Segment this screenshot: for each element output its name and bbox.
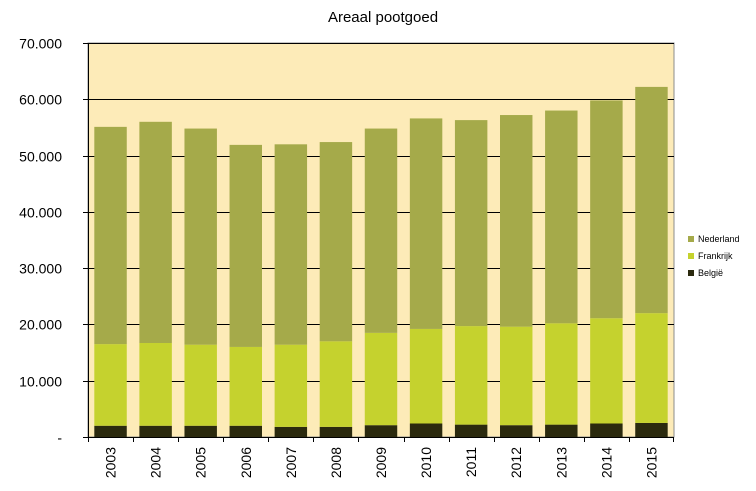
x-tick-label: 2003 (103, 447, 119, 478)
bar-nederland-2007 (274, 144, 308, 345)
bar-belgi-2006 (229, 425, 262, 437)
legend: Nederland Frankrijk België (688, 234, 740, 278)
bar-frankrijk-2011 (454, 326, 488, 425)
bar-frankrijk-2015 (635, 313, 668, 423)
bar-frankrijk-2005 (184, 344, 217, 426)
bar-nederland-2014 (590, 100, 623, 319)
bar-belgi-2003 (94, 425, 127, 437)
axes: - 10.000 20.000 30.000 40.000 50.000 60.000 70.… (19, 36, 674, 478)
x-tick-label: 2009 (373, 447, 389, 478)
x-tick-label: 2015 (643, 447, 659, 478)
bar-frankrijk-2006 (229, 346, 262, 426)
x-tick-label: 2013 (553, 447, 569, 478)
bar-frankrijk-2012 (500, 326, 533, 426)
bar-belgi-2010 (409, 423, 443, 437)
x-tick-label: 2005 (193, 447, 209, 478)
bar-frankrijk-2009 (364, 332, 398, 426)
y-tick-label: 70.000 (19, 36, 62, 52)
bar-belgi-2014 (590, 423, 623, 437)
x-tick-label: 2014 (598, 447, 614, 478)
bar-belgi-2011 (454, 424, 488, 437)
bar-belgi-2008 (319, 426, 353, 437)
bar-frankrijk-2003 (94, 344, 127, 426)
y-tick-label: 40.000 (19, 205, 62, 221)
x-tick-label: 2011 (463, 447, 479, 477)
legend-label-frankrijk: Frankrijk (698, 251, 733, 261)
bar-frankrijk-2008 (319, 341, 353, 427)
x-tick-label: 2012 (508, 447, 524, 478)
y-tick-label: 60.000 (19, 92, 62, 108)
bar-nederland-2008 (319, 142, 353, 342)
x-tick-label: 2007 (283, 447, 299, 478)
bar-frankrijk-2004 (139, 343, 172, 426)
bar-nederland-2012 (500, 115, 533, 327)
bar-frankrijk-2013 (545, 323, 578, 425)
bar-belgi-2005 (184, 425, 217, 437)
legend-label-nederland: Nederland (698, 234, 740, 244)
bar-nederland-2004 (139, 121, 172, 344)
legend-swatch-frankrijk (688, 253, 694, 259)
bar-belgi-2015 (635, 422, 668, 437)
bar-nederland-2009 (364, 128, 398, 333)
y-tick-label: 30.000 (19, 261, 62, 277)
y-tick-label: 20.000 (19, 317, 62, 333)
bar-nederland-2011 (454, 120, 488, 327)
bar-belgi-2012 (500, 425, 533, 437)
bar-belgi-2004 (139, 425, 172, 437)
bar-nederland-2015 (635, 86, 668, 314)
bars (94, 86, 668, 437)
x-tick-label: 2008 (328, 447, 344, 478)
legend-swatch-nederland (688, 236, 694, 242)
x-tick-label: 2010 (418, 447, 434, 478)
bar-nederland-2006 (229, 144, 262, 347)
bar-nederland-2005 (184, 128, 217, 345)
y-tick-label: - (57, 430, 62, 446)
x-tick-label: 2004 (148, 447, 164, 478)
bar-frankrijk-2010 (409, 328, 443, 424)
bar-belgi-2007 (274, 426, 308, 437)
chart-title: Areaal pootgoed (328, 9, 438, 26)
legend-swatch-belgi (688, 270, 694, 276)
legend-label-belgi: België (698, 268, 723, 278)
y-tick-label: 10.000 (19, 374, 62, 390)
y-tick-label: 50.000 (19, 149, 62, 165)
bar-belgi-2013 (545, 424, 578, 437)
bar-belgi-2009 (364, 425, 398, 437)
bar-frankrijk-2007 (274, 344, 308, 427)
bar-nederland-2010 (409, 118, 443, 329)
bar-nederland-2013 (545, 110, 578, 324)
bar-frankrijk-2014 (590, 318, 623, 424)
bar-nederland-2003 (94, 126, 127, 345)
x-tick-label: 2006 (238, 447, 254, 478)
